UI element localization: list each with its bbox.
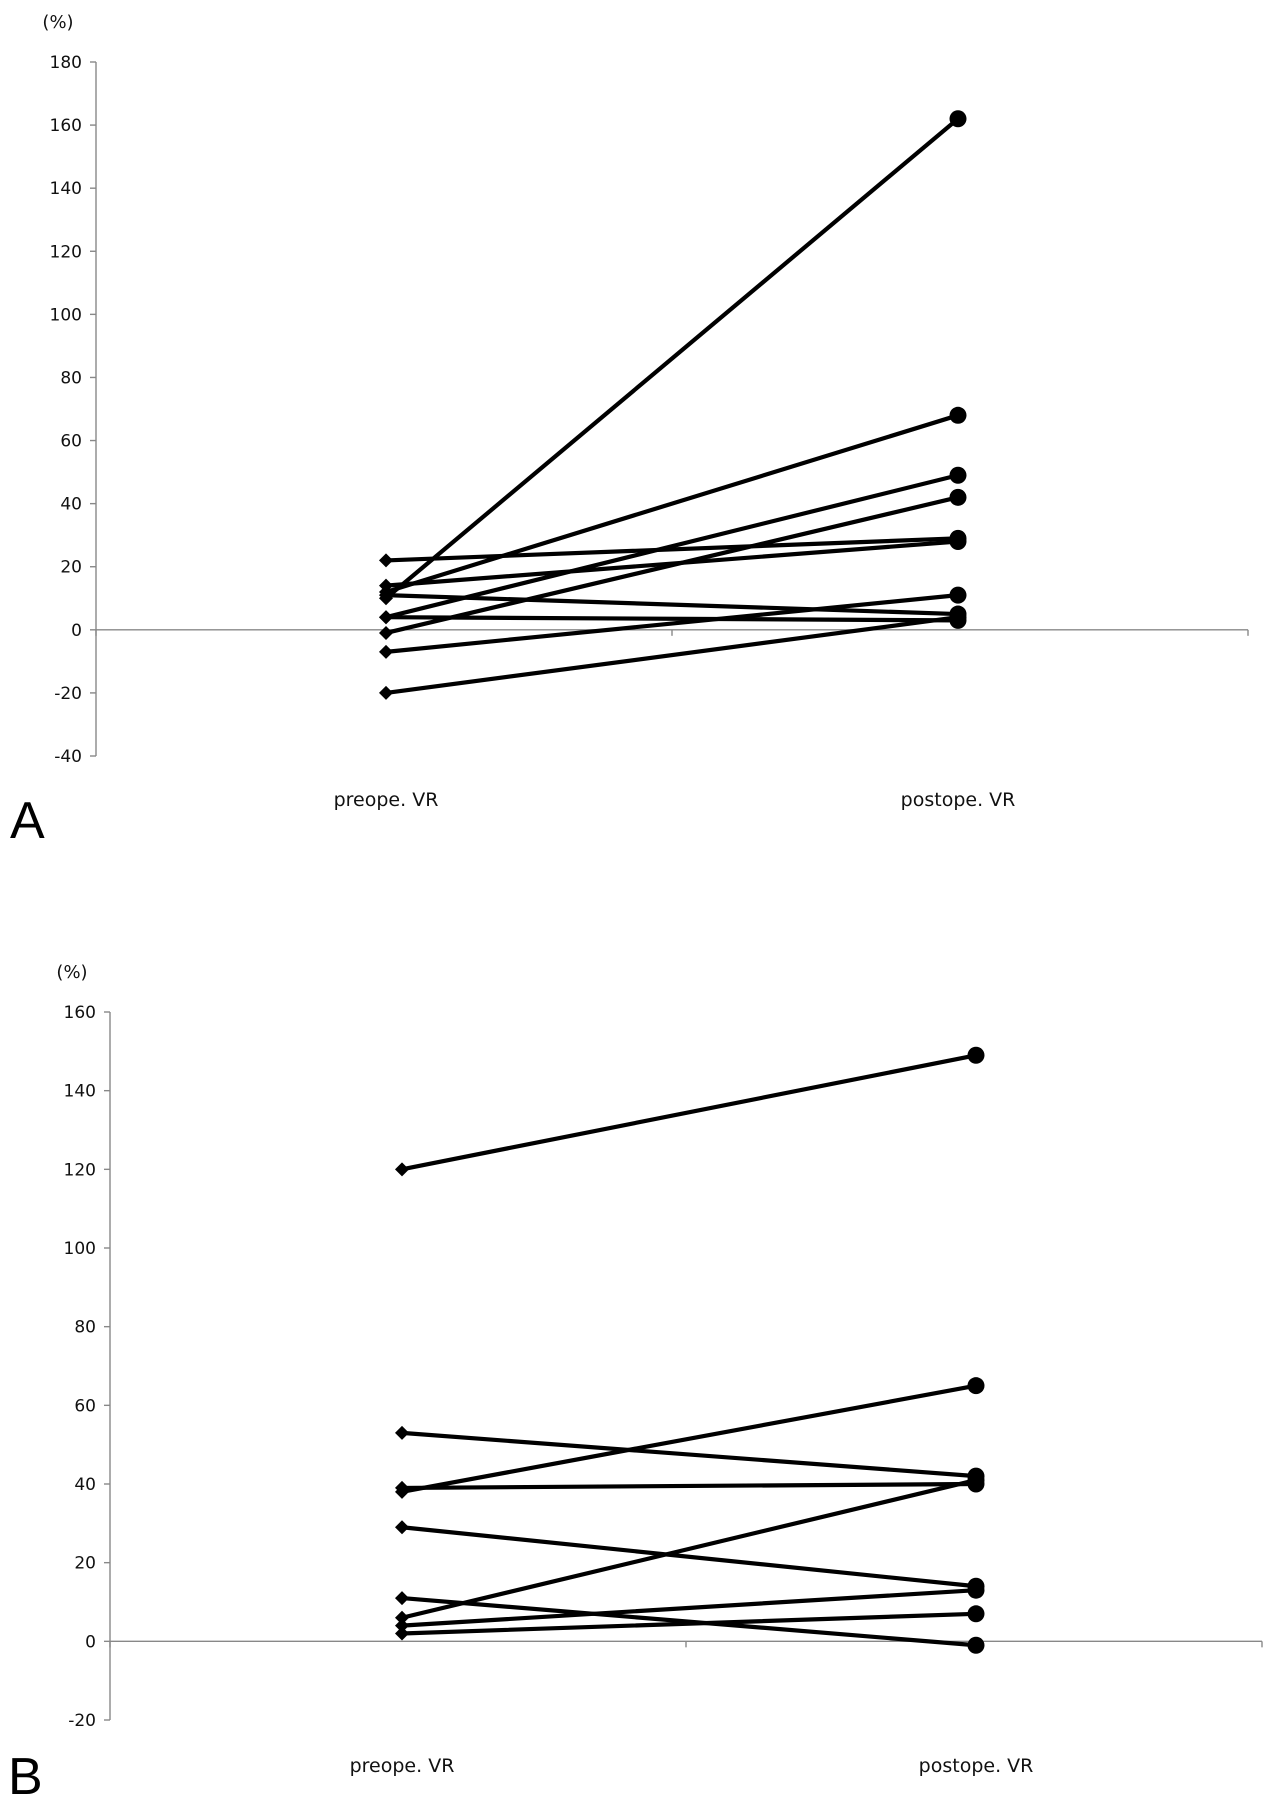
postope-point: [967, 1046, 985, 1064]
preope-point: [395, 1591, 409, 1606]
postope-point: [967, 1581, 985, 1599]
preope-point: [379, 644, 393, 659]
y-tick-label: -20: [68, 1711, 96, 1731]
series-line: [399, 1383, 979, 1494]
y-tick-label: 140: [64, 1082, 96, 1102]
y-unit-label: (%): [56, 962, 87, 983]
series-4: [395, 1377, 985, 1499]
y-tick-label: 20: [60, 558, 82, 578]
series-line: [383, 536, 961, 563]
series-line: [399, 1525, 979, 1589]
series-line: [383, 593, 961, 655]
x-tick-label: preope. VR: [350, 1755, 455, 1777]
preope-point: [379, 610, 393, 625]
preope-point: [395, 1520, 409, 1535]
series-3: [379, 466, 967, 625]
series-2: [379, 406, 967, 599]
series-7: [395, 1471, 985, 1625]
series-5: [395, 1520, 985, 1595]
postope-point: [949, 586, 967, 604]
postope-point: [967, 1636, 985, 1654]
preope-point: [395, 1484, 409, 1499]
series-line: [399, 1588, 979, 1628]
preope-point: [379, 588, 393, 603]
series-10: [379, 610, 967, 629]
series-line: [383, 116, 961, 601]
x-tick-label: postope. VR: [901, 789, 1016, 811]
preope-point: [379, 685, 393, 700]
y-tick-label: 20: [74, 1554, 96, 1574]
series-6: [379, 532, 967, 593]
postope-point: [949, 406, 967, 424]
series-line: [383, 473, 961, 620]
preope-point: [379, 625, 393, 640]
y-tick-label: 60: [60, 432, 82, 452]
y-tick-label: -20: [54, 684, 82, 704]
series-line: [399, 1481, 979, 1491]
postope-point: [949, 466, 967, 484]
y-tick-label: 120: [50, 242, 82, 262]
chart-panel-b: -20 0 20 40 60 80 100 120 140 160 preope. VR postop…: [8, 962, 1263, 1800]
y-tick-label: 80: [60, 368, 82, 388]
postope-point: [949, 532, 967, 550]
postope-point: [949, 611, 967, 629]
series-line: [399, 1053, 979, 1172]
postope-point: [967, 1471, 985, 1489]
y-tick-label: 160: [64, 1003, 96, 1023]
series-line: [399, 1430, 979, 1479]
y-tick-label: 120: [64, 1160, 96, 1180]
preope-point: [395, 1162, 409, 1177]
chart-panel-a: -40 -20 0 20 40 60 80 100 120 140 160 180 preope. VR…: [10, 12, 1249, 850]
series-1: [395, 1046, 985, 1177]
y-tick-label: 40: [74, 1475, 96, 1495]
series-8: [395, 1581, 985, 1633]
y-tick-label: 0: [85, 1632, 96, 1652]
preope-point: [395, 1618, 409, 1633]
y-tick-label: 40: [60, 495, 82, 515]
series-line: [383, 615, 961, 696]
y-tick-label: 140: [50, 179, 82, 199]
y-tick-label: 60: [74, 1396, 96, 1416]
postope-point: [949, 488, 967, 506]
panel-letter: A: [10, 792, 45, 850]
postope-point: [949, 110, 967, 128]
x-tick-label: postope. VR: [919, 1755, 1034, 1777]
y-tick-label: 100: [50, 305, 82, 325]
postope-point: [967, 1605, 985, 1623]
series-line: [383, 593, 961, 617]
y-tick-label: -40: [54, 747, 82, 767]
preope-point: [379, 578, 393, 593]
preope-point: [379, 553, 393, 568]
y-tick-label: 180: [50, 53, 82, 73]
y-tick-label: 80: [74, 1318, 96, 1338]
y-tick-label: 0: [71, 621, 82, 641]
series-8: [379, 586, 967, 659]
y-unit-label: (%): [42, 12, 73, 33]
series-line: [383, 413, 961, 595]
series-line: [383, 615, 961, 623]
preope-point: [395, 1425, 409, 1440]
preope-point: [395, 1610, 409, 1625]
preope-point: [395, 1626, 409, 1641]
postope-point: [967, 1377, 985, 1395]
y-tick-label: 160: [50, 116, 82, 136]
x-tick-label: preope. VR: [334, 789, 439, 811]
series-line: [383, 539, 961, 588]
series-9: [395, 1605, 985, 1641]
series-line: [399, 1477, 979, 1620]
panel-letter: B: [8, 1748, 43, 1800]
y-tick-label: 100: [64, 1239, 96, 1259]
series-line: [399, 1611, 979, 1636]
series-1: [379, 110, 967, 606]
